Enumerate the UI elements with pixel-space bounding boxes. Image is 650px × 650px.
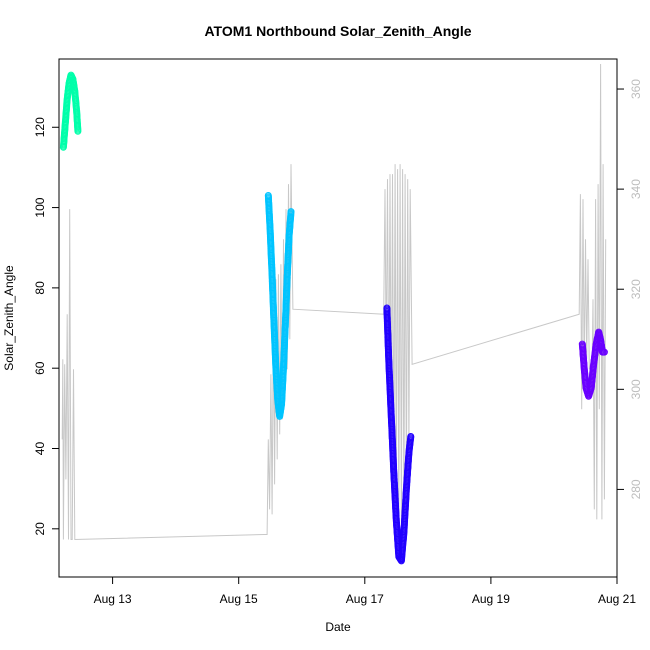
- y-tick-label: 120: [33, 117, 47, 137]
- x-tick-label: Aug 21: [598, 592, 636, 606]
- data-point: [74, 127, 82, 135]
- y-axis-right: 280 300 320 340 360: [616, 79, 643, 499]
- series-3: [383, 304, 415, 565]
- y2-tick-label: 320: [629, 279, 643, 299]
- secondary-line-layer: [61, 63, 607, 541]
- x-axis-label: Date: [325, 620, 351, 634]
- data-point: [600, 348, 608, 356]
- plot-frame: [58, 58, 618, 578]
- y-tick-label: 60: [33, 361, 47, 375]
- series-2: [264, 192, 295, 420]
- y-tick-label: 20: [33, 522, 47, 536]
- y2-tick-label: 340: [629, 179, 643, 199]
- x-tick-label: Aug 19: [472, 592, 510, 606]
- x-tick-label: Aug 13: [94, 592, 132, 606]
- data-point: [287, 208, 295, 216]
- x-axis: Aug 13 Aug 15 Aug 17 Aug 19 Aug 21: [94, 577, 636, 606]
- series-4: [578, 328, 608, 400]
- series-1: [59, 71, 82, 151]
- secondary-series-line: [61, 63, 607, 541]
- chart-title: ATOM1 Northbound Solar_Zenith_Angle: [204, 23, 471, 39]
- y2-tick-label: 300: [629, 379, 643, 399]
- y2-tick-label: 360: [629, 79, 643, 99]
- y-tick-label: 100: [33, 197, 47, 217]
- x-tick-label: Aug 15: [220, 592, 258, 606]
- y-tick-label: 40: [33, 442, 47, 456]
- y-tick-label: 80: [33, 281, 47, 295]
- y-axis-left: 20 40 60 80 100 120: [33, 117, 59, 536]
- y2-tick-label: 280: [629, 479, 643, 499]
- data-point: [407, 433, 415, 440]
- points-layer: [59, 71, 608, 565]
- y-axis-label: Solar_Zenith_Angle: [2, 265, 16, 371]
- x-tick-label: Aug 17: [346, 592, 384, 606]
